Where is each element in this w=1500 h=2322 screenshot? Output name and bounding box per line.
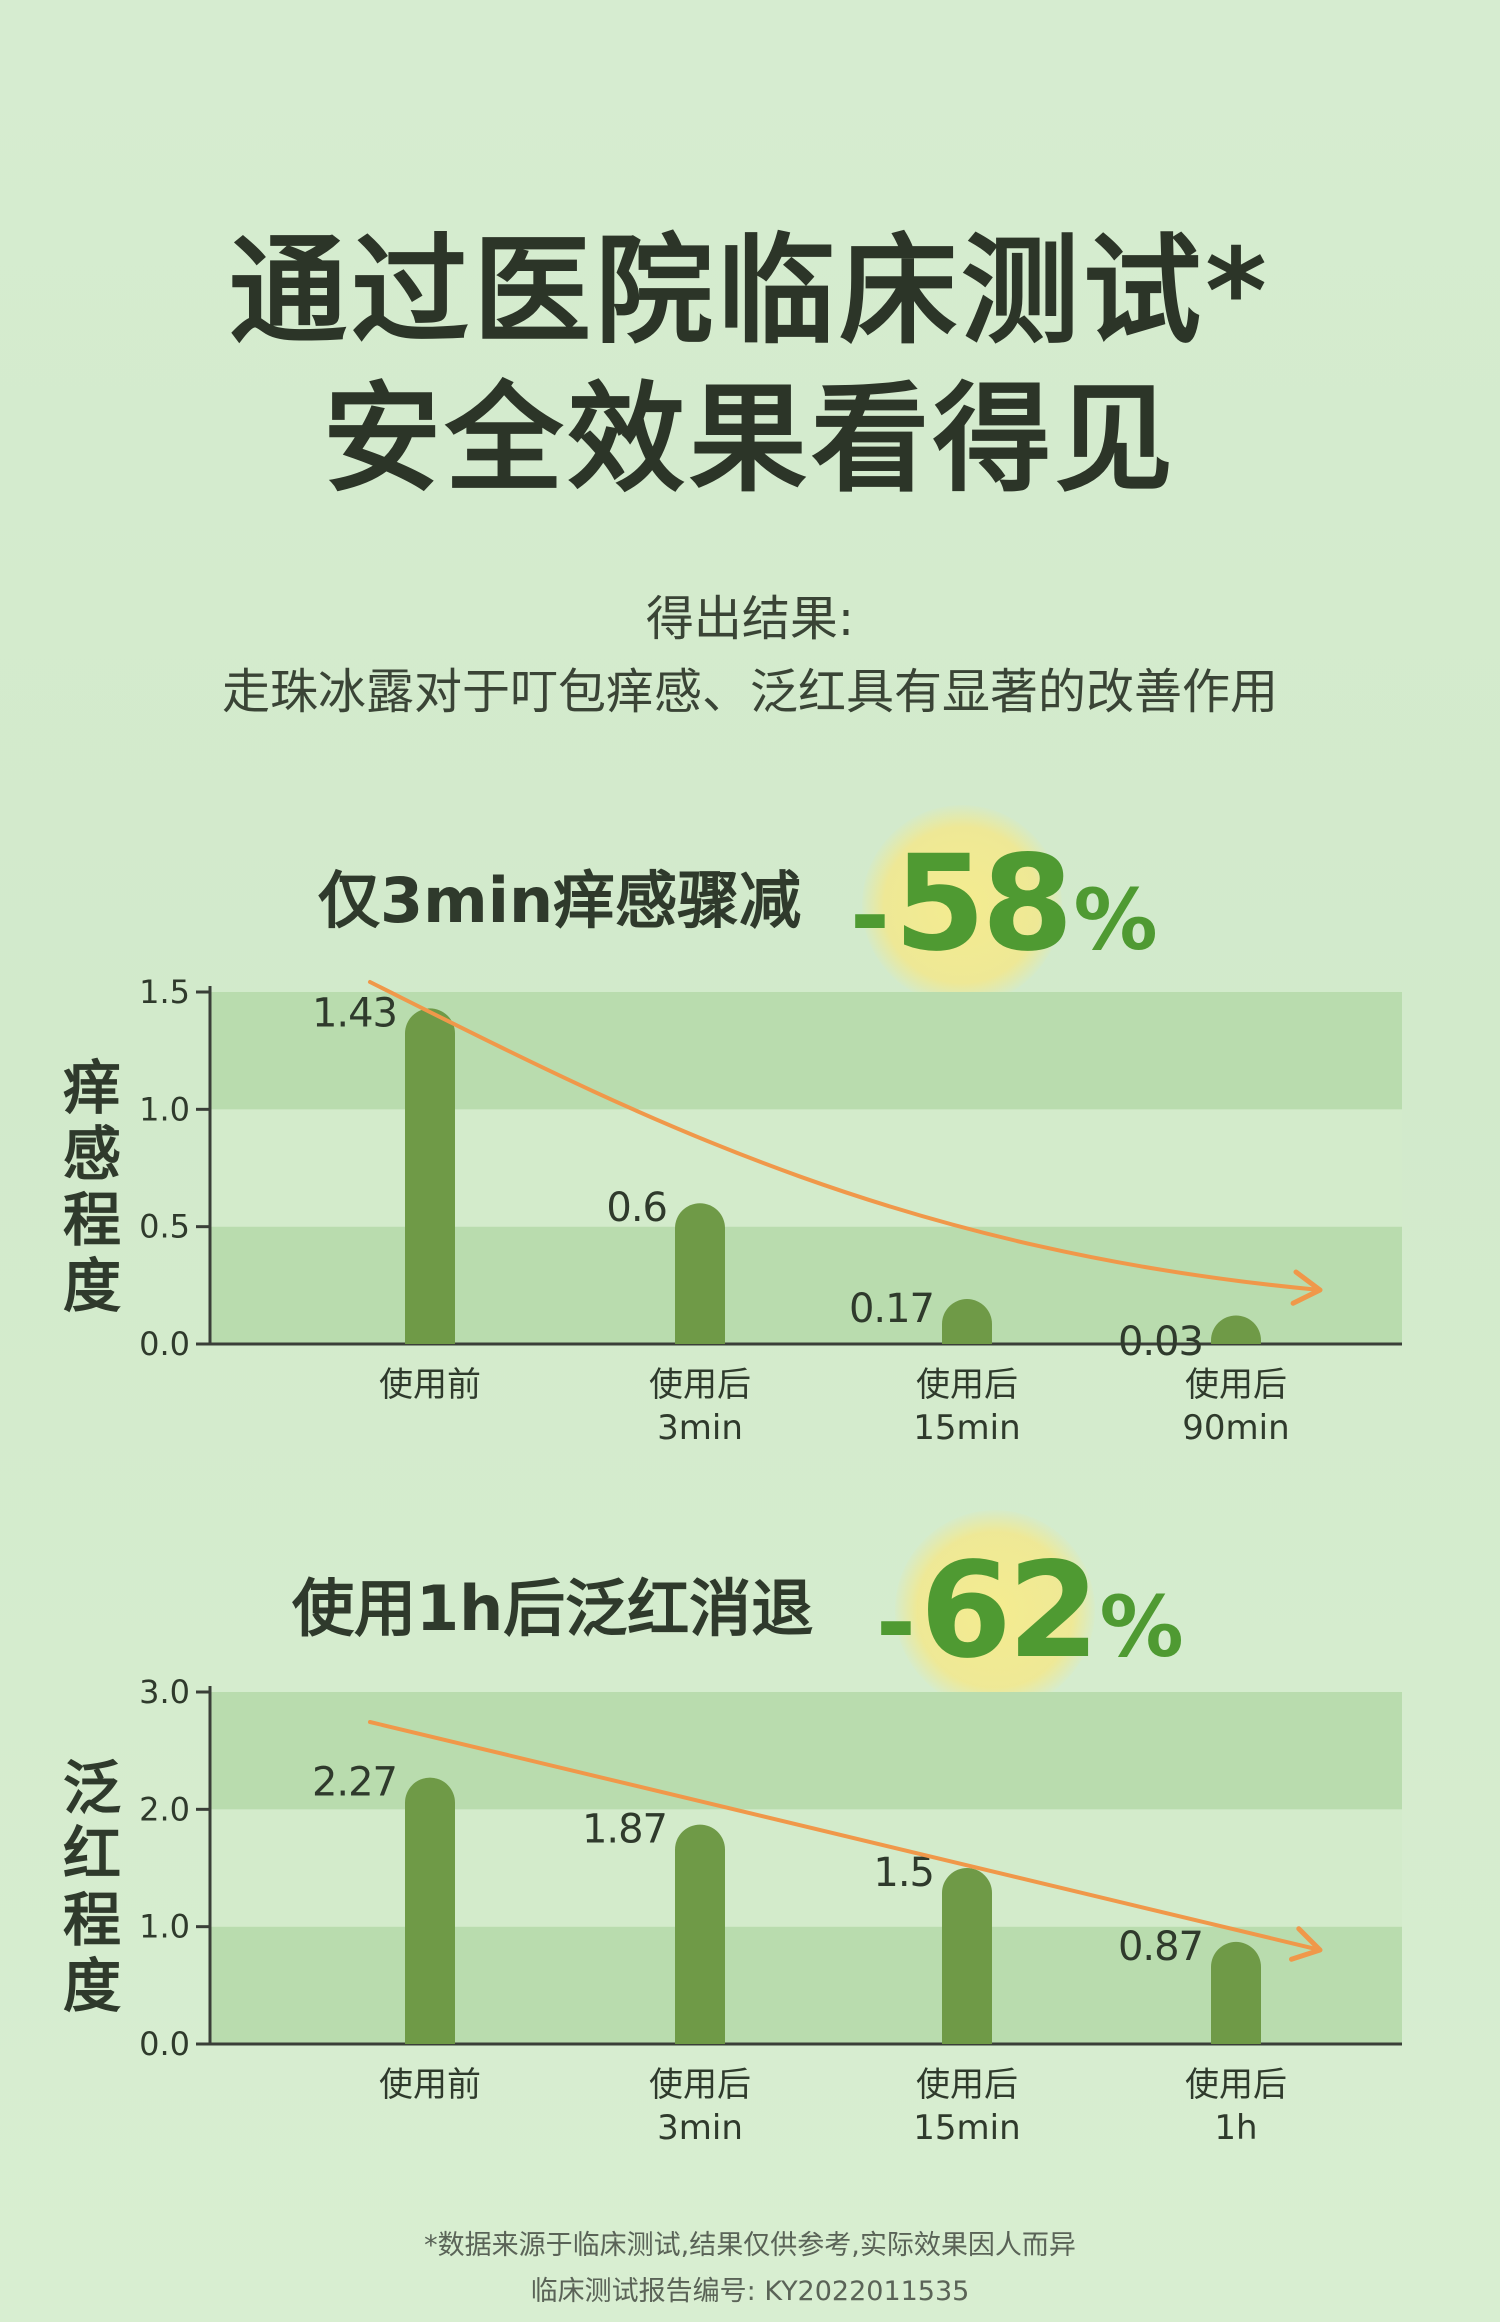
bar — [942, 1299, 992, 1344]
y-tick-label: 1.0 — [139, 1090, 190, 1128]
bar-value-label: 1.5 — [873, 1850, 934, 1896]
x-category-label: 15min — [913, 2108, 1020, 2148]
bar — [942, 1868, 992, 2044]
itch-reduction-percent: -58% — [850, 838, 1158, 970]
redness-headline: 使用1h后泛红消退 — [292, 1572, 814, 1645]
y-tick-label: 0.0 — [139, 2025, 190, 2063]
percent-highlight-glow — [862, 805, 1062, 1005]
trend-arrow-line — [368, 1720, 1322, 1952]
bar-value-label: 1.43 — [312, 990, 397, 1036]
redness-y-axis-title: 泛红程度 — [62, 1754, 121, 2020]
x-category-label: 90min — [1182, 1408, 1289, 1448]
itch-headline: 仅3min痒感骤减 — [318, 864, 802, 937]
bar-value-label: 0.17 — [849, 1286, 934, 1332]
y-tick-label: 2.0 — [139, 1790, 190, 1828]
y-tick-label: 0.0 — [139, 1325, 190, 1363]
y-tick-label: 1.5 — [139, 973, 190, 1011]
bar — [404, 1777, 455, 2044]
percent-unit: % — [1099, 1578, 1184, 1676]
x-category-label: 使用后 — [1185, 1365, 1287, 1405]
bar — [1211, 1941, 1261, 2044]
percent-value: 58 — [893, 827, 1074, 981]
x-category-label: 使用后 — [1185, 2065, 1287, 2105]
bar-value-label: 1.87 — [582, 1807, 667, 1853]
trend-arrow-head — [1290, 1269, 1323, 1306]
grid-band — [210, 1109, 1402, 1227]
y-tick-label: 0.5 — [139, 1208, 190, 1246]
redness-reduction-percent: -62% — [876, 1545, 1184, 1677]
x-category-label: 使用后 — [649, 1365, 751, 1405]
bar — [1211, 1315, 1261, 1344]
x-category-label: 使用前 — [379, 1365, 481, 1405]
trend-arrow-line — [368, 980, 1322, 1292]
percent-sign: - — [876, 1567, 916, 1679]
report-number: 临床测试报告编号: KY2022011535 — [530, 2276, 970, 2307]
bar-value-label: 2.27 — [312, 1760, 397, 1806]
bar-value-label: 0.03 — [1118, 1319, 1203, 1365]
x-category-label: 使用后 — [916, 2065, 1018, 2105]
disclaimer: *数据来源于临床测试,结果仅供参考,实际效果因人而异 — [424, 2230, 1076, 2261]
bar — [404, 1008, 455, 1344]
x-category-label: 使用前 — [379, 2065, 481, 2105]
percent-highlight-glow — [895, 1510, 1095, 1710]
result-text: 走珠冰露对于叮包痒感、泛红具有显著的改善作用 — [221, 664, 1278, 720]
page-title-line1: 通过医院临床测试* — [229, 222, 1271, 360]
percent-value: 62 — [919, 1534, 1100, 1688]
bar-value-label: 0.87 — [1118, 1924, 1203, 1970]
page-title-line2: 安全效果看得见 — [322, 370, 1177, 508]
itch-y-axis-title: 痒感程度 — [62, 1054, 121, 1320]
bar-value-label: 0.6 — [606, 1185, 667, 1231]
percent-unit: % — [1073, 871, 1158, 969]
result-label: 得出结果: — [645, 591, 855, 647]
bar — [675, 1824, 725, 2044]
x-category-label: 1h — [1214, 2108, 1257, 2148]
percent-sign: - — [850, 860, 890, 972]
trend-arrow-head — [1288, 1926, 1323, 1962]
x-category-label: 3min — [657, 1408, 743, 1448]
x-category-label: 使用后 — [649, 2065, 751, 2105]
x-category-label: 使用后 — [916, 1365, 1018, 1405]
bar — [675, 1203, 725, 1344]
redness-chart: 0.01.02.03.02.27使用前1.87使用后3min1.5使用后15mi… — [139, 1673, 1402, 2148]
itch-chart: 0.00.51.01.5 1.43使用前0.6使用后3min0.17使用后15mi… — [139, 973, 1402, 1448]
x-category-label: 15min — [913, 1408, 1020, 1448]
y-tick-label: 1.0 — [139, 1908, 190, 1946]
y-tick-label: 3.0 — [139, 1673, 190, 1711]
x-category-label: 3min — [657, 2108, 743, 2148]
